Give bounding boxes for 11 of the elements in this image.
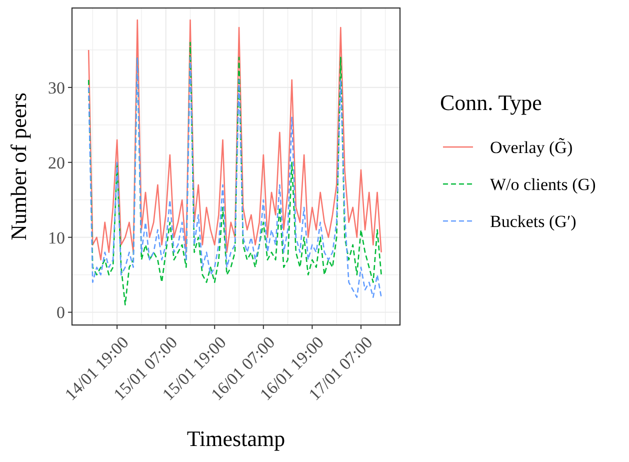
y-tick-label: 10 (48, 228, 65, 248)
y-tick-label: 20 (48, 153, 65, 172)
legend-label: Overlay (G̃) (490, 137, 573, 157)
y-tick-label: 30 (48, 78, 65, 98)
x-axis-title: Timestamp (186, 426, 286, 451)
legend-title: Conn. Type (440, 90, 542, 115)
legend-label: W/o clients (G) (490, 174, 596, 194)
legend-label: Buckets (G′) (490, 212, 576, 231)
y-axis-title: Number of peers (6, 92, 31, 240)
line-series (88, 19, 382, 260)
y-tick-label: 0 (56, 303, 65, 322)
